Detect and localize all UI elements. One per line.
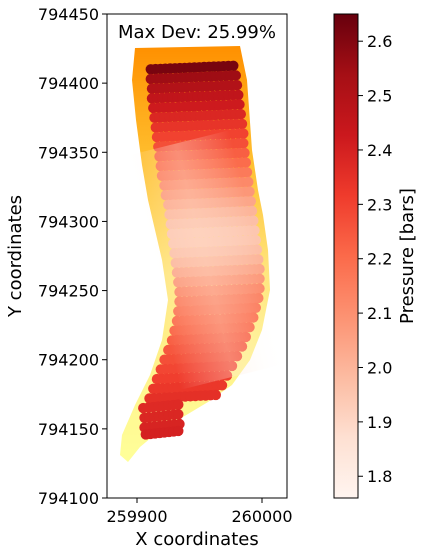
track-point — [173, 399, 184, 410]
track-row — [140, 425, 184, 440]
y-tick-label: 794150 — [38, 420, 99, 439]
track-point — [240, 157, 251, 168]
track-point — [238, 128, 249, 139]
x-tick-label: 259900 — [106, 507, 167, 526]
track-point — [241, 167, 253, 178]
y-tick-label: 794250 — [38, 282, 99, 301]
y-tick-label: 794450 — [38, 5, 99, 24]
track-point — [236, 118, 248, 130]
y-tick-label: 794300 — [38, 212, 99, 231]
colorbar-tick-label: 2.1 — [367, 304, 392, 323]
colorbar: 1.8 1.9 2.0 2.1 2.2 2.3 2.4 2.5 2.6 Pressure [ba… — [333, 13, 418, 499]
plot-area — [120, 46, 287, 462]
track-point — [210, 389, 221, 401]
colorbar-tick-label: 2.3 — [367, 195, 392, 214]
x-tick-label: 260000 — [231, 507, 292, 526]
colorbar-tick-label: 1.8 — [367, 467, 392, 486]
colorbar-ticks: 1.8 1.9 2.0 2.1 2.2 2.3 2.4 2.5 2.6 — [358, 32, 392, 486]
y-axis: 794100 794150 794200 794250 794300 794350 7944… — [38, 5, 107, 508]
track-point — [239, 147, 250, 159]
colorbar-tick-label: 2.6 — [367, 32, 392, 51]
colorbar-label: Pressure [bars] — [397, 188, 418, 324]
y-axis-label: Y coordinates — [5, 195, 26, 318]
y-tick-label: 794100 — [38, 489, 99, 508]
track-point — [244, 186, 255, 197]
max-dev-annotation: Max Dev: 25.99% — [118, 22, 276, 43]
track-point — [238, 138, 249, 149]
track-row — [138, 399, 184, 414]
track-point — [173, 409, 184, 420]
colorbar-gradient — [333, 13, 359, 499]
track-row — [150, 118, 248, 133]
track-point — [245, 196, 256, 207]
track-row — [144, 389, 221, 404]
track-row — [145, 60, 239, 75]
track-point — [231, 80, 243, 91]
track-point — [216, 380, 228, 391]
colorbar-tick-label: 2.4 — [367, 141, 392, 160]
center-highlight — [122, 130, 287, 390]
track-point — [230, 70, 241, 81]
track-row — [148, 99, 245, 114]
y-tick-label: 794200 — [38, 351, 99, 370]
y-tick-label: 794400 — [38, 74, 99, 93]
track-row — [146, 80, 243, 94]
y-tick-label: 794350 — [38, 143, 99, 162]
colorbar-tick-label: 1.9 — [367, 413, 392, 432]
track-row — [149, 109, 246, 123]
x-axis: 259900 260000 — [106, 498, 293, 526]
plot-frame — [106, 13, 288, 499]
colorbar-tick-label: 2.2 — [367, 250, 392, 269]
track-row — [145, 70, 241, 85]
track-point — [235, 109, 246, 120]
track-point — [243, 176, 254, 188]
colorbar-tick-label: 2.5 — [367, 87, 392, 106]
track-point — [234, 99, 245, 110]
track-row — [146, 89, 244, 104]
track-point — [233, 89, 244, 101]
track-point — [173, 425, 184, 437]
track-point — [228, 60, 239, 71]
x-axis-label: X coordinates — [135, 529, 258, 550]
track-row — [139, 409, 184, 423]
colorbar-tick-label: 2.0 — [367, 358, 392, 377]
